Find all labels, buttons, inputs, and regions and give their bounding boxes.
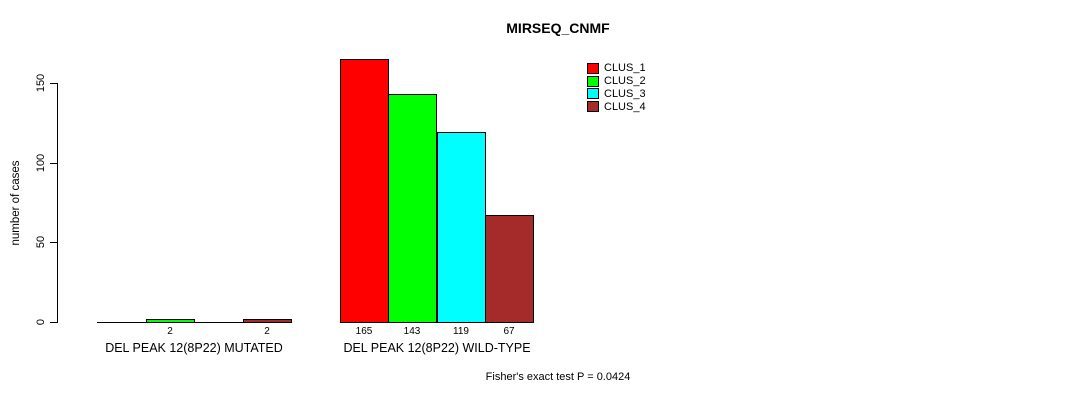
legend-label-clus_3: CLUS_3 bbox=[604, 87, 646, 100]
category-label-group0: DEL PEAK 12(8P22) MUTATED bbox=[105, 341, 283, 355]
legend-item-clus_4: CLUS_4 bbox=[587, 100, 646, 113]
y-tick-mark-100 bbox=[50, 163, 57, 164]
legend-swatch-clus_1 bbox=[587, 62, 599, 74]
bar-clus_1-group1 bbox=[340, 59, 389, 323]
bar-value-label-clus_3-group1: 119 bbox=[453, 326, 469, 337]
bar-value-label-clus_1-group1: 165 bbox=[355, 326, 373, 337]
bar-clus_4-group1 bbox=[485, 215, 534, 323]
category-label-group1: DEL PEAK 12(8P22) WILD-TYPE bbox=[343, 341, 531, 355]
legend-swatch-clus_3 bbox=[587, 88, 599, 100]
fisher-test-annotation: Fisher's exact test P = 0.0424 bbox=[485, 371, 631, 383]
bar-clus_4-group0 bbox=[243, 319, 292, 323]
bar-value-label-clus_2-group0: 2 bbox=[167, 326, 173, 337]
legend-item-clus_3: CLUS_3 bbox=[587, 88, 646, 101]
bar-clus_2-group1 bbox=[388, 94, 437, 323]
bar-clus_3-group1 bbox=[437, 132, 486, 323]
y-tick-mark-0 bbox=[50, 322, 57, 323]
y-tick-label-50: 50 bbox=[35, 235, 47, 249]
y-tick-label-100: 100 bbox=[35, 153, 47, 173]
legend: CLUS_1 CLUS_2 CLUS_3 CLUS_4 bbox=[587, 62, 646, 113]
y-tick-mark-50 bbox=[50, 242, 57, 243]
bar-value-label-clus_4-group1: 67 bbox=[503, 326, 515, 337]
chart-title: MIRSEQ_CNMF bbox=[506, 20, 610, 36]
y-axis-title: number of cases bbox=[10, 160, 22, 246]
y-tick-label-150: 150 bbox=[35, 73, 47, 93]
legend-label-clus_1: CLUS_1 bbox=[604, 62, 646, 75]
bar-value-label-clus_2-group1: 143 bbox=[403, 326, 421, 337]
y-axis-line bbox=[57, 83, 58, 323]
legend-label-clus_4: CLUS_4 bbox=[604, 100, 646, 113]
bar-value-label-clus_4-group0: 2 bbox=[264, 326, 270, 337]
bar-clus_2-group0 bbox=[146, 319, 195, 323]
legend-item-clus_2: CLUS_2 bbox=[587, 75, 646, 88]
y-tick-mark-150 bbox=[50, 83, 57, 84]
legend-swatch-clus_2 bbox=[587, 75, 599, 87]
legend-swatch-clus_4 bbox=[587, 101, 599, 113]
y-tick-label-0: 0 bbox=[35, 318, 47, 326]
legend-item-clus_1: CLUS_1 bbox=[587, 62, 646, 75]
legend-label-clus_2: CLUS_2 bbox=[604, 75, 646, 88]
